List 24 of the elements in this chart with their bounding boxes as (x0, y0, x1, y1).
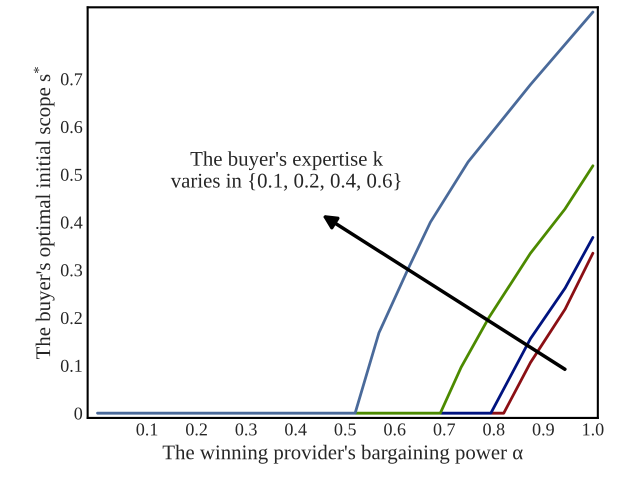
line-series (96, 10, 594, 415)
line-series (489, 252, 594, 415)
x-tick-label: 0.6 (384, 423, 406, 436)
y-tick-label: 0.6 (60, 120, 82, 134)
x-axis-title: The winning provider's bargaining power α (162, 444, 523, 464)
x-tick-label: 0.1 (136, 423, 158, 436)
line-series (438, 236, 594, 415)
x-tick-label: 1.0 (583, 423, 604, 436)
y-tick-label: 0 (74, 407, 82, 420)
y-tick-label: 0.2 (60, 312, 82, 324)
x-tick-label: 0.7 (434, 423, 456, 436)
y-tick-label: 0.4 (60, 216, 82, 229)
x-tick-label: 0.9 (532, 423, 554, 436)
x-tick-label: 0.2 (186, 423, 207, 436)
y-tick-label: 0.7 (60, 73, 82, 86)
x-tick-label: 0.4 (285, 423, 307, 436)
y-tick-label: 0.1 (60, 360, 82, 372)
x-tick-label: 0.5 (334, 423, 356, 436)
x-tick-label: 0.8 (483, 423, 504, 436)
x-tick-label: 0.3 (236, 423, 257, 436)
y-tick-label: 0.3 (60, 264, 82, 276)
annotation: The buyer's expertise k varies in {0.1, 0.2, 0.4, 0.6} (170, 151, 401, 191)
y-axis-title: The buyer's optimal initial scope s$^{*}$ (34, 67, 55, 360)
y-tick-label: 0.5 (60, 168, 82, 181)
